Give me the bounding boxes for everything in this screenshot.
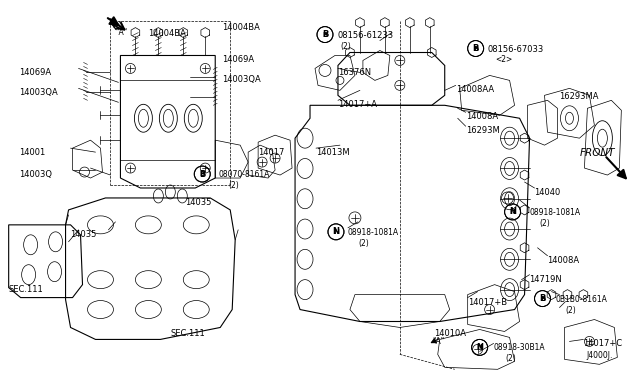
Text: 14008A: 14008A: [466, 112, 498, 121]
Text: 14035: 14035: [186, 198, 212, 207]
Text: 14719N: 14719N: [529, 275, 563, 284]
Text: 14008AA: 14008AA: [456, 86, 494, 94]
Text: 16376N: 16376N: [338, 68, 371, 77]
Text: 08918-1081A: 08918-1081A: [348, 228, 399, 237]
Text: FRONT: FRONT: [579, 148, 615, 158]
Text: 14069A: 14069A: [222, 55, 254, 64]
Text: 14013M: 14013M: [316, 148, 349, 157]
Text: B: B: [540, 294, 546, 303]
Text: SEC.111: SEC.111: [9, 285, 44, 294]
Text: B: B: [472, 44, 479, 53]
Text: N: N: [476, 343, 483, 352]
Text: B: B: [322, 30, 328, 39]
Text: B: B: [323, 32, 328, 38]
Text: 14004BA: 14004BA: [222, 23, 260, 32]
Text: SEC.111: SEC.111: [170, 330, 205, 339]
Text: 14003QA: 14003QA: [19, 89, 58, 97]
Text: 14035: 14035: [70, 230, 97, 239]
Text: J4000J.: J4000J.: [586, 352, 612, 360]
Text: 14017+C: 14017+C: [584, 339, 623, 349]
Text: 14008A: 14008A: [547, 256, 580, 265]
Text: (2): (2): [228, 181, 239, 190]
Text: 14003Q: 14003Q: [19, 170, 52, 179]
Text: N: N: [509, 209, 515, 215]
Text: N: N: [509, 208, 516, 217]
Text: 08156-67033: 08156-67033: [488, 45, 544, 54]
Text: <2>: <2>: [495, 55, 513, 64]
Text: 14003QA: 14003QA: [222, 76, 261, 84]
Text: 14001: 14001: [19, 148, 45, 157]
Text: N: N: [332, 227, 339, 236]
Text: "A": "A": [115, 28, 128, 36]
Text: 08918-1081A: 08918-1081A: [529, 208, 580, 217]
Text: (2): (2): [506, 355, 516, 363]
Text: "A": "A": [111, 20, 123, 30]
Text: N: N: [333, 229, 339, 235]
Text: 0B1B0-8161A: 0B1B0-8161A: [556, 295, 607, 304]
Text: 16293MA: 16293MA: [559, 92, 599, 101]
Text: 14017+A: 14017+A: [338, 100, 377, 109]
Text: 14017+B: 14017+B: [468, 298, 507, 307]
Text: 08070-8161A: 08070-8161A: [218, 170, 269, 179]
Text: B: B: [199, 170, 205, 179]
Text: B: B: [473, 45, 478, 51]
Text: 14040: 14040: [534, 188, 561, 197]
Text: 16293M: 16293M: [466, 126, 499, 135]
Text: (2): (2): [340, 42, 351, 51]
Text: 08918-30B1A: 08918-30B1A: [493, 343, 545, 352]
Text: 08156-61233: 08156-61233: [338, 31, 394, 39]
Text: 14010A: 14010A: [434, 330, 466, 339]
Text: 14069A: 14069A: [19, 68, 51, 77]
Text: (2): (2): [566, 305, 576, 315]
Text: B: B: [200, 171, 205, 177]
Text: 14017: 14017: [258, 148, 285, 157]
Text: B: B: [540, 296, 545, 302]
Text: (2): (2): [540, 219, 550, 228]
Text: 14004BA: 14004BA: [148, 29, 186, 38]
Text: "A": "A": [432, 337, 444, 346]
Text: (2): (2): [358, 239, 369, 248]
Text: N: N: [477, 344, 483, 350]
